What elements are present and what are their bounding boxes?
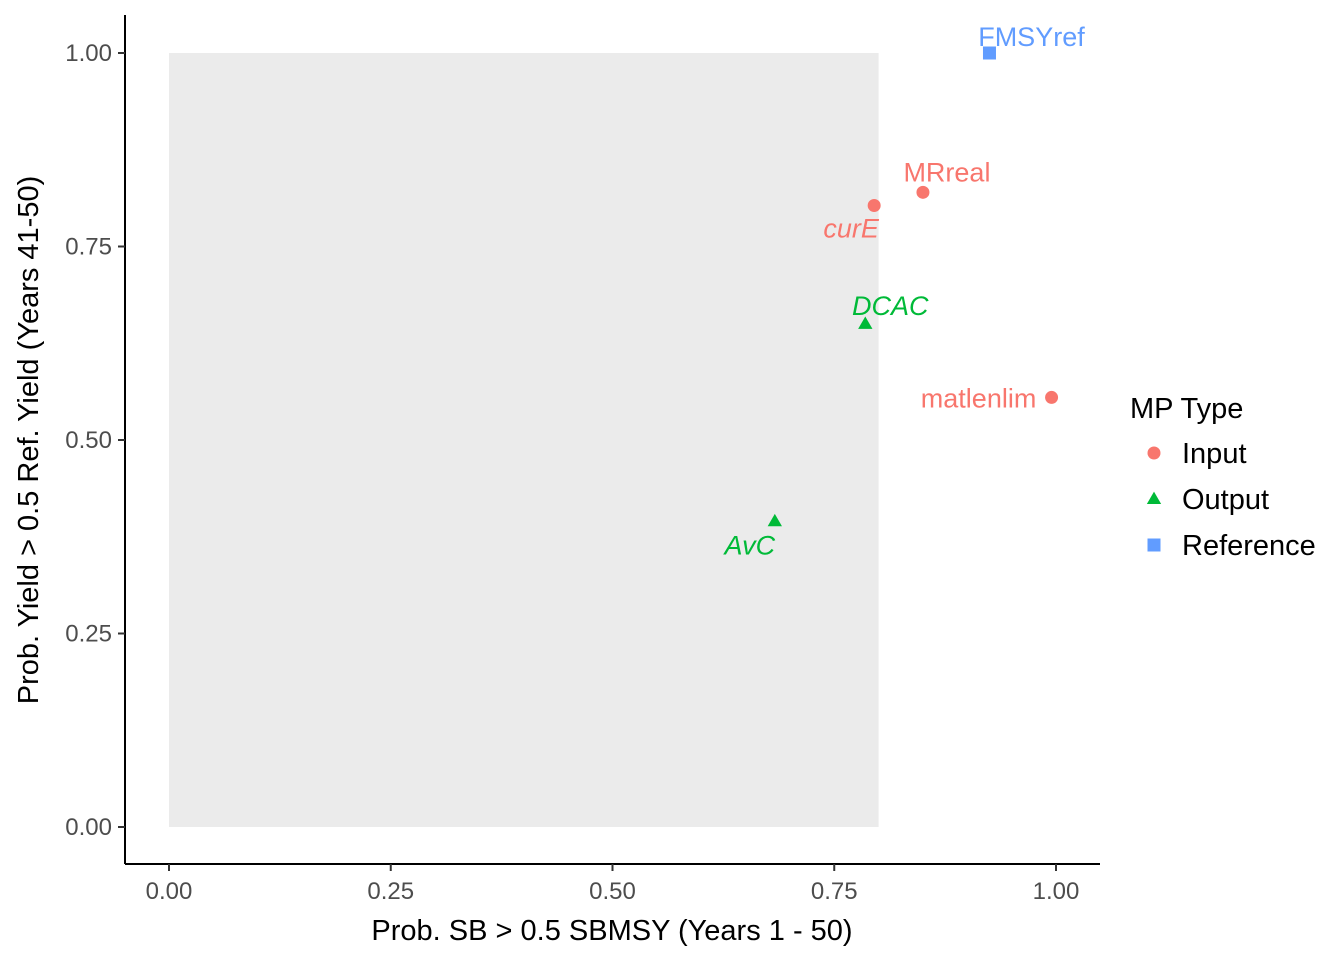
point-label: AvC — [723, 530, 776, 560]
legend-label: Reference — [1182, 530, 1316, 562]
y-axis: 0.00 0.25 0.50 0.75 1.00 — [65, 15, 126, 864]
legend-key — [1147, 538, 1161, 552]
y-tick-label: 1.00 — [65, 40, 112, 67]
data-point — [867, 198, 881, 212]
x-tick-label: 0.50 — [589, 878, 636, 905]
point-label: FMSYref — [978, 22, 1085, 52]
legend-label: Input — [1182, 438, 1247, 470]
legend-title: MP Type — [1130, 393, 1243, 425]
legend-label: Output — [1182, 484, 1269, 516]
point-label: curE — [823, 213, 880, 243]
legend-key — [1146, 491, 1162, 504]
x-tick-label: 0.75 — [811, 878, 858, 905]
data-point — [767, 513, 782, 527]
x-tick-label: 1.00 — [1033, 878, 1080, 905]
y-tick-label: 0.75 — [65, 234, 112, 261]
x-axis-title: Prob. SB > 0.5 SBMSY (Years 1 - 50) — [371, 915, 852, 947]
plot-panel — [169, 53, 879, 827]
shaded-region — [169, 53, 879, 827]
point-labels: FMSYref MRreal curE DCAC matlenlim AvC — [723, 22, 1086, 560]
x-axis: 0.00 0.25 0.50 0.75 1.00 — [125, 863, 1100, 905]
x-tick-label: 0.00 — [146, 878, 193, 905]
y-tick-label: 0.00 — [65, 814, 112, 841]
y-tick-label: 0.50 — [65, 427, 112, 454]
data-point — [982, 46, 996, 60]
data-points — [767, 46, 1059, 527]
y-tick-label: 0.25 — [65, 621, 112, 648]
point-label: MRreal — [903, 157, 990, 187]
legend: MP Type Input Output Reference — [1130, 393, 1316, 562]
point-label: DCAC — [852, 291, 929, 321]
legend-key — [1147, 446, 1161, 460]
x-tick-label: 0.25 — [367, 878, 414, 905]
data-point — [858, 316, 873, 329]
point-label: matlenlim — [921, 383, 1037, 413]
y-axis-title: Prob. Yield > 0.5 Ref. Yield (Years 41-5… — [13, 176, 45, 705]
data-point — [1045, 390, 1059, 404]
data-point — [916, 185, 930, 199]
